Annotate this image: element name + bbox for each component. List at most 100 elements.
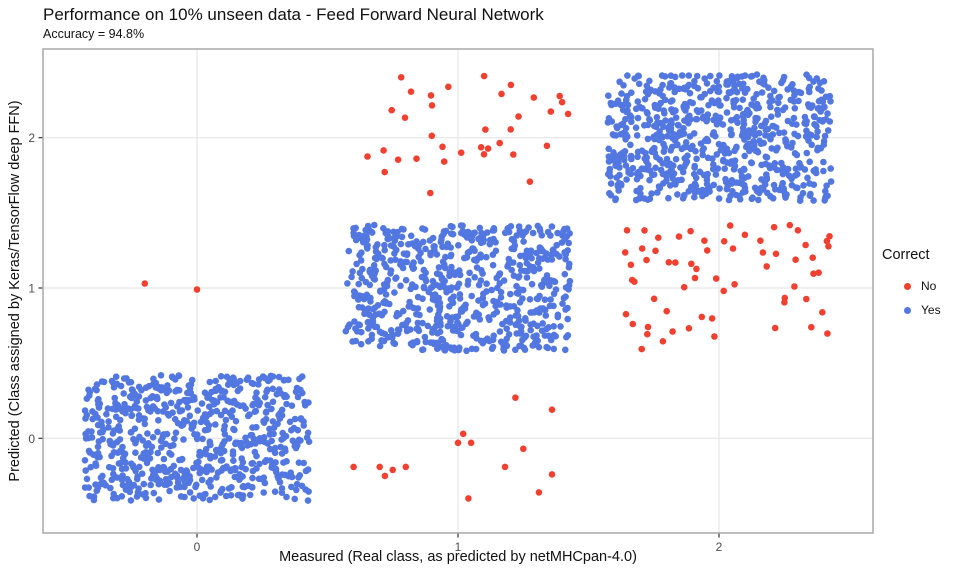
data-point <box>454 439 462 447</box>
data-point <box>622 130 629 138</box>
data-point <box>260 417 267 425</box>
data-point <box>301 402 309 409</box>
data-point <box>212 377 219 385</box>
data-point <box>381 298 389 305</box>
data-point <box>402 276 410 284</box>
data-point <box>780 129 788 136</box>
data-point <box>459 222 466 229</box>
data-point <box>476 316 484 323</box>
data-point <box>500 347 508 354</box>
data-point <box>510 151 517 158</box>
data-point <box>190 495 197 502</box>
data-point <box>261 393 269 401</box>
data-point <box>813 133 820 141</box>
data-point <box>95 401 102 408</box>
data-point <box>608 101 615 109</box>
data-point <box>810 78 817 85</box>
data-point <box>744 111 752 119</box>
data-point <box>229 448 237 455</box>
data-point <box>167 399 175 407</box>
data-point <box>733 74 741 82</box>
data-point <box>631 75 638 82</box>
data-point <box>346 321 353 328</box>
data-point <box>413 310 420 318</box>
data-point <box>178 456 185 464</box>
data-point <box>503 325 511 333</box>
data-point <box>151 405 158 412</box>
data-point <box>628 118 635 126</box>
data-point <box>716 185 723 192</box>
data-point <box>274 420 281 428</box>
data-point <box>291 495 299 503</box>
data-point <box>113 474 121 481</box>
data-point <box>792 165 800 172</box>
data-point <box>652 164 659 172</box>
data-point <box>288 473 296 481</box>
data-point <box>199 435 206 443</box>
data-point <box>234 439 241 447</box>
data-point <box>648 147 656 154</box>
data-point <box>419 346 427 353</box>
data-point <box>739 124 747 132</box>
data-point <box>162 475 170 483</box>
legend-item-no-label: No <box>921 279 937 293</box>
data-point <box>154 449 162 457</box>
data-point <box>771 186 779 193</box>
data-point <box>658 133 666 140</box>
data-point <box>802 241 809 249</box>
data-point <box>251 408 259 416</box>
data-point <box>704 111 712 118</box>
data-point <box>824 127 832 134</box>
data-point <box>770 223 778 231</box>
data-point <box>730 100 737 107</box>
data-point <box>797 89 805 97</box>
data-point <box>157 437 165 445</box>
data-point <box>493 274 501 282</box>
data-point <box>407 326 414 333</box>
data-point <box>650 171 658 178</box>
data-point <box>155 496 163 503</box>
data-point <box>413 337 421 345</box>
data-point <box>100 426 107 434</box>
data-point <box>651 122 658 130</box>
data-point <box>643 109 651 116</box>
data-point <box>564 110 572 118</box>
data-point <box>297 415 305 423</box>
data-point <box>822 116 830 123</box>
data-point <box>779 179 786 187</box>
data-point <box>435 294 443 302</box>
data-point <box>381 472 389 480</box>
data-point <box>363 233 370 240</box>
data-point <box>186 476 194 484</box>
data-point <box>518 323 525 331</box>
data-point <box>434 302 442 309</box>
y-tick-label: 1 <box>28 281 35 295</box>
data-point <box>659 92 666 100</box>
data-point <box>283 493 290 501</box>
data-point <box>196 492 204 500</box>
panel-border <box>42 48 874 534</box>
data-point <box>767 135 774 143</box>
data-point <box>247 431 255 439</box>
data-point <box>493 308 501 316</box>
data-point <box>379 254 386 262</box>
data-point <box>112 373 120 381</box>
data-point <box>554 229 561 237</box>
data-point <box>681 155 688 162</box>
data-point <box>810 270 817 278</box>
data-point <box>381 241 388 249</box>
data-point <box>414 305 422 312</box>
data-point <box>544 228 552 236</box>
data-point <box>179 421 187 429</box>
data-point <box>655 88 662 96</box>
data-point <box>160 455 168 463</box>
data-point <box>480 151 488 158</box>
data-point <box>124 475 131 483</box>
data-point <box>681 191 688 199</box>
data-point <box>422 338 430 346</box>
data-point <box>110 384 118 391</box>
data-point <box>81 457 89 464</box>
data-point <box>484 145 492 152</box>
data-point <box>819 309 826 316</box>
data-point <box>689 99 696 107</box>
